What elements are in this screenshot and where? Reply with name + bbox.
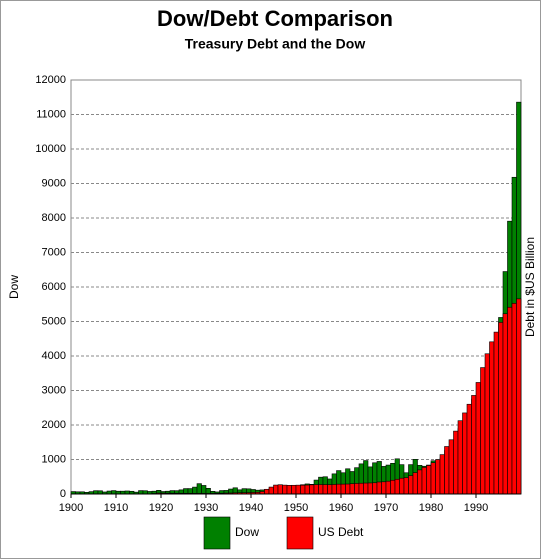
y-tick-label: 6000 <box>42 281 66 293</box>
bar <box>439 454 445 495</box>
x-tick-label: 1910 <box>104 502 128 514</box>
bar <box>507 306 513 495</box>
bar <box>345 483 351 495</box>
y-tick-label: 9000 <box>42 177 66 189</box>
bar <box>457 420 463 495</box>
bar <box>502 313 508 495</box>
bar <box>318 484 324 495</box>
bar <box>489 341 495 495</box>
bar <box>264 488 270 495</box>
chart-subtitle: Treasury Debt and the Dow <box>185 36 366 52</box>
bar <box>304 484 310 495</box>
chart-title: Dow/Debt Comparison <box>157 6 393 31</box>
bar <box>273 484 279 495</box>
y-tick-label: 3000 <box>42 384 66 396</box>
bar <box>498 322 504 495</box>
bar <box>435 459 441 495</box>
bar <box>268 486 274 495</box>
bar <box>372 482 378 495</box>
bar <box>448 439 454 495</box>
y-tick-label: 5000 <box>42 315 66 327</box>
bar <box>358 482 364 495</box>
bar <box>385 480 391 495</box>
y-tick-label: 12000 <box>35 74 66 86</box>
y-tick-label: 0 <box>60 488 66 500</box>
bar <box>408 475 414 495</box>
legend-swatch <box>203 516 231 550</box>
bar <box>417 469 423 495</box>
bar <box>381 481 387 495</box>
bar <box>192 486 198 495</box>
y-tick-label: 11000 <box>36 108 66 120</box>
legend-label: US Debt <box>318 525 364 539</box>
bar <box>277 484 283 495</box>
y-tick-label: 7000 <box>42 246 66 258</box>
x-tick-label: 1940 <box>239 502 263 514</box>
bar <box>493 331 499 495</box>
bar <box>300 484 306 495</box>
bar <box>363 482 369 495</box>
bar <box>336 483 342 495</box>
bar <box>313 484 319 495</box>
bar <box>295 484 301 495</box>
bar <box>421 467 427 495</box>
bar <box>196 483 202 495</box>
legend-label: Dow <box>235 525 259 539</box>
bar <box>412 472 418 495</box>
bar <box>471 395 477 495</box>
bar <box>327 484 333 495</box>
bar <box>205 488 211 495</box>
x-tick-label: 1970 <box>374 502 398 514</box>
y-axis-label: Dow <box>7 275 21 299</box>
bar <box>394 478 400 495</box>
bar <box>376 481 382 495</box>
bar <box>484 353 490 495</box>
bar <box>475 382 481 495</box>
bar <box>354 483 360 495</box>
bar <box>282 484 288 495</box>
bar <box>511 303 517 495</box>
bar <box>480 367 486 495</box>
y-tick-label: 4000 <box>42 350 66 362</box>
bar <box>453 430 459 495</box>
bar <box>309 484 315 495</box>
bar <box>399 477 405 495</box>
y-tick-label: 1000 <box>42 453 66 465</box>
bar <box>331 484 337 495</box>
y2-axis-label: Debt in $US Billion <box>523 237 537 337</box>
bar <box>466 403 472 495</box>
x-tick-label: 1930 <box>194 502 218 514</box>
bar <box>516 298 522 495</box>
bar <box>349 483 355 495</box>
x-tick-label: 1990 <box>464 502 488 514</box>
bar <box>367 482 373 495</box>
bar <box>426 465 432 495</box>
y-tick-label: 2000 <box>42 419 66 431</box>
bar <box>403 477 409 495</box>
y-tick-label: 8000 <box>42 212 66 224</box>
bar <box>340 483 346 495</box>
x-tick-label: 1980 <box>419 502 443 514</box>
bar <box>430 462 436 495</box>
bar <box>462 412 468 495</box>
x-tick-label: 1920 <box>149 502 173 514</box>
bar <box>201 485 207 495</box>
bar <box>286 485 292 495</box>
x-tick-label: 1900 <box>59 502 83 514</box>
x-tick-label: 1950 <box>284 502 308 514</box>
bar <box>322 484 328 495</box>
legend-swatch <box>286 516 314 550</box>
bar <box>444 446 450 495</box>
bar <box>291 484 297 495</box>
y-tick-label: 10000 <box>35 143 66 155</box>
bar <box>111 490 117 495</box>
bar <box>390 479 396 495</box>
x-tick-label: 1960 <box>329 502 353 514</box>
bar <box>138 490 144 495</box>
